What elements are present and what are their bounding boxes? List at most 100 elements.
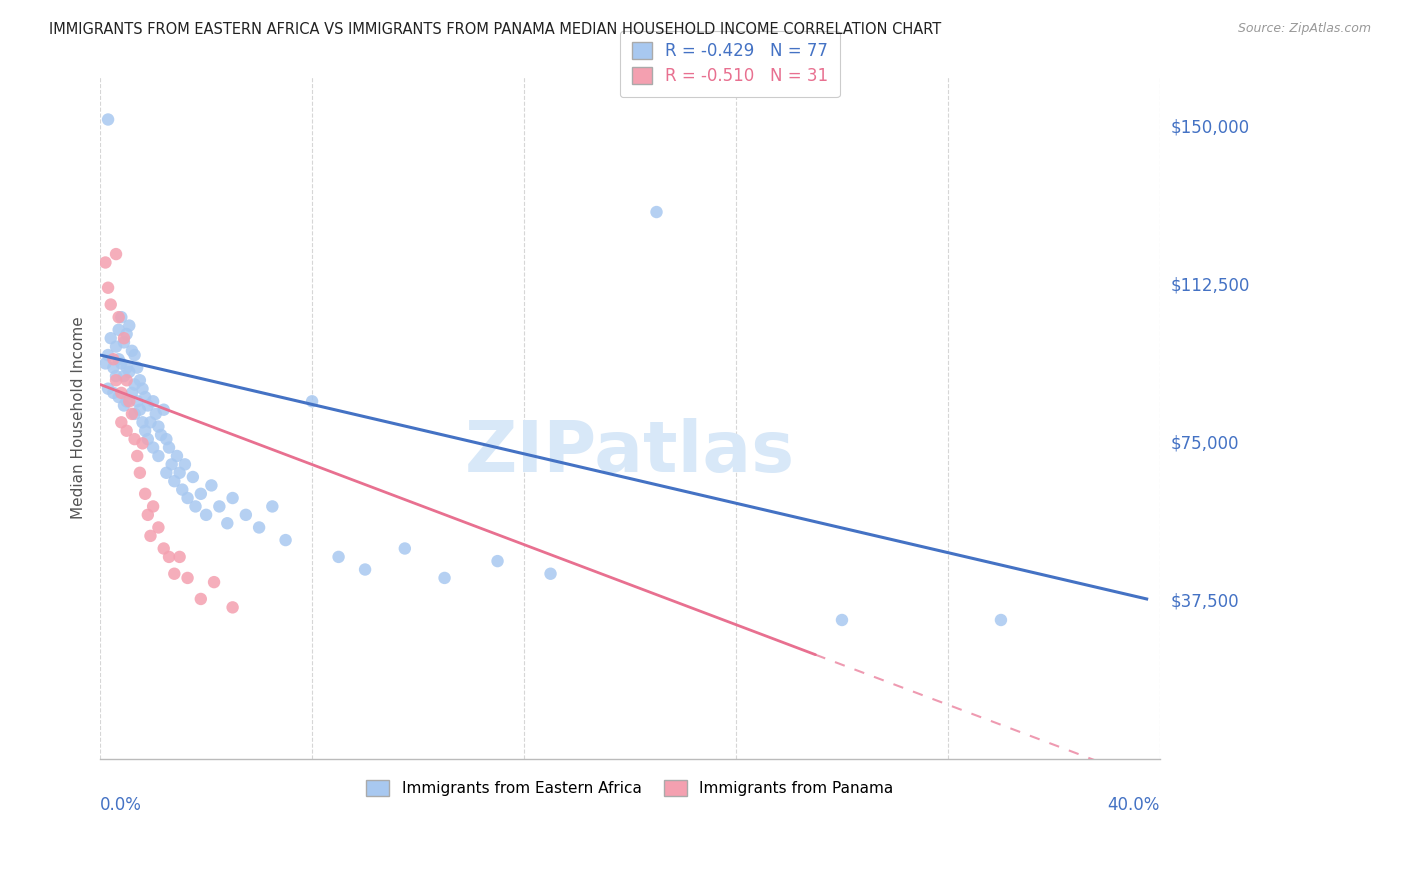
Point bbox=[131, 436, 153, 450]
Point bbox=[176, 491, 198, 505]
Point bbox=[112, 369, 135, 384]
Point bbox=[127, 394, 149, 409]
Point bbox=[145, 407, 167, 421]
Point bbox=[112, 331, 135, 345]
Point bbox=[163, 566, 186, 581]
Point bbox=[208, 500, 231, 514]
Text: $75,000: $75,000 bbox=[1171, 434, 1240, 452]
Point bbox=[176, 571, 198, 585]
Text: $37,500: $37,500 bbox=[1171, 592, 1240, 610]
Point bbox=[142, 500, 165, 514]
Point bbox=[107, 390, 129, 404]
Text: ZIPatlas: ZIPatlas bbox=[465, 417, 794, 487]
Y-axis label: Median Household Income: Median Household Income bbox=[72, 317, 86, 519]
Point bbox=[112, 335, 135, 350]
Point bbox=[105, 369, 128, 384]
Point bbox=[128, 466, 150, 480]
Point bbox=[128, 402, 150, 417]
Point bbox=[118, 365, 141, 379]
Point bbox=[103, 352, 125, 367]
Point bbox=[124, 407, 146, 421]
Point bbox=[121, 407, 143, 421]
Point bbox=[169, 466, 191, 480]
Text: 40.0%: 40.0% bbox=[1108, 797, 1160, 814]
Point bbox=[221, 491, 243, 505]
Legend: Immigrants from Eastern Africa, Immigrants from Panama: Immigrants from Eastern Africa, Immigran… bbox=[360, 774, 900, 802]
Point bbox=[160, 458, 183, 472]
Point bbox=[148, 520, 170, 534]
Text: Source: ZipAtlas.com: Source: ZipAtlas.com bbox=[1237, 22, 1371, 36]
Point bbox=[155, 432, 177, 446]
Point bbox=[97, 382, 120, 396]
Point bbox=[990, 613, 1012, 627]
Point bbox=[152, 402, 174, 417]
Point bbox=[645, 205, 668, 219]
Point bbox=[200, 478, 222, 492]
Point bbox=[97, 348, 120, 362]
Point bbox=[247, 520, 270, 534]
Point bbox=[107, 323, 129, 337]
Point bbox=[94, 255, 117, 269]
Point bbox=[148, 449, 170, 463]
Point bbox=[262, 500, 284, 514]
Point bbox=[105, 340, 128, 354]
Point bbox=[103, 385, 125, 400]
Point bbox=[354, 562, 377, 576]
Point bbox=[110, 356, 132, 370]
Point bbox=[235, 508, 257, 522]
Point bbox=[831, 613, 853, 627]
Point bbox=[150, 428, 173, 442]
Point bbox=[166, 449, 188, 463]
Point bbox=[181, 470, 204, 484]
Point bbox=[124, 377, 146, 392]
Point bbox=[124, 432, 146, 446]
Point bbox=[152, 541, 174, 556]
Text: IMMIGRANTS FROM EASTERN AFRICA VS IMMIGRANTS FROM PANAMA MEDIAN HOUSEHOLD INCOME: IMMIGRANTS FROM EASTERN AFRICA VS IMMIGR… bbox=[49, 22, 942, 37]
Point bbox=[94, 356, 117, 370]
Point bbox=[107, 352, 129, 367]
Point bbox=[136, 432, 159, 446]
Point bbox=[107, 310, 129, 325]
Point bbox=[221, 600, 243, 615]
Point bbox=[115, 424, 138, 438]
Point bbox=[97, 112, 120, 127]
Point bbox=[139, 415, 162, 429]
Point bbox=[148, 419, 170, 434]
Point bbox=[105, 247, 128, 261]
Point bbox=[134, 424, 156, 438]
Point bbox=[540, 566, 562, 581]
Point bbox=[97, 281, 120, 295]
Point bbox=[142, 394, 165, 409]
Point bbox=[134, 487, 156, 501]
Point bbox=[124, 348, 146, 362]
Point bbox=[157, 441, 180, 455]
Point bbox=[195, 508, 218, 522]
Point bbox=[110, 310, 132, 325]
Point bbox=[110, 385, 132, 400]
Point bbox=[115, 394, 138, 409]
Point bbox=[184, 500, 207, 514]
Text: $112,500: $112,500 bbox=[1171, 277, 1250, 294]
Point bbox=[136, 508, 159, 522]
Point bbox=[118, 394, 141, 409]
Point bbox=[142, 441, 165, 455]
Point bbox=[128, 373, 150, 387]
Point bbox=[157, 549, 180, 564]
Text: $150,000: $150,000 bbox=[1171, 119, 1250, 136]
Point bbox=[274, 533, 297, 547]
Point bbox=[121, 343, 143, 358]
Point bbox=[217, 516, 239, 531]
Point bbox=[155, 466, 177, 480]
Point bbox=[190, 591, 212, 606]
Point bbox=[163, 474, 186, 488]
Point bbox=[433, 571, 456, 585]
Point bbox=[174, 458, 197, 472]
Point bbox=[136, 399, 159, 413]
Point bbox=[169, 549, 191, 564]
Point bbox=[118, 318, 141, 333]
Point bbox=[131, 415, 153, 429]
Point bbox=[131, 382, 153, 396]
Point bbox=[328, 549, 350, 564]
Point bbox=[127, 449, 149, 463]
Point bbox=[394, 541, 416, 556]
